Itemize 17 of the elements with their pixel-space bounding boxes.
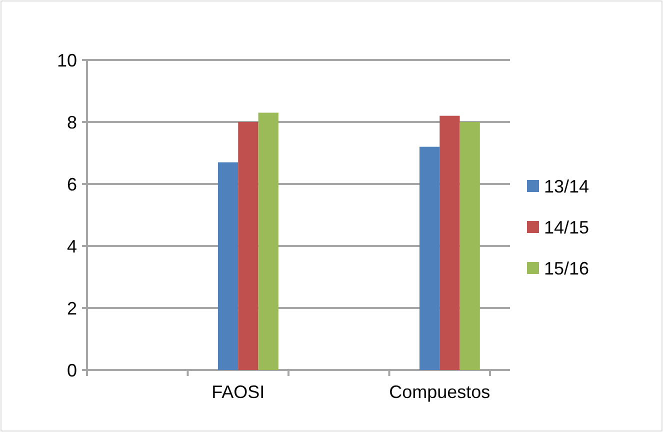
y-tick-label: 0: [66, 360, 77, 380]
legend-label: 13/14: [544, 176, 590, 196]
y-tick-label: 10: [56, 50, 77, 70]
x-tick-label: Compuestos: [389, 382, 490, 402]
bar: [218, 162, 238, 370]
legend-label: 15/16: [544, 258, 590, 278]
legend-label: 14/15: [544, 217, 590, 238]
y-tick-label: 4: [66, 236, 77, 256]
bar: [419, 146, 440, 370]
bar: [238, 122, 258, 370]
y-tick-label: 6: [66, 174, 77, 194]
bar: [440, 116, 460, 370]
y-tick-label: 8: [66, 112, 77, 132]
bar: [258, 112, 278, 370]
bar: [460, 122, 480, 370]
y-tick-label: 2: [66, 298, 77, 318]
x-tick-label: FAOSI: [212, 382, 265, 402]
